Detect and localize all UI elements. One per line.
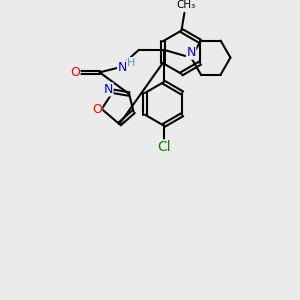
Text: CH₃: CH₃ xyxy=(177,0,196,10)
Text: H: H xyxy=(127,58,135,68)
Text: O: O xyxy=(92,103,102,116)
Text: N: N xyxy=(118,61,127,74)
Text: O: O xyxy=(70,66,80,79)
Text: N: N xyxy=(186,46,196,59)
Text: Cl: Cl xyxy=(157,140,170,154)
Text: N: N xyxy=(103,83,113,96)
